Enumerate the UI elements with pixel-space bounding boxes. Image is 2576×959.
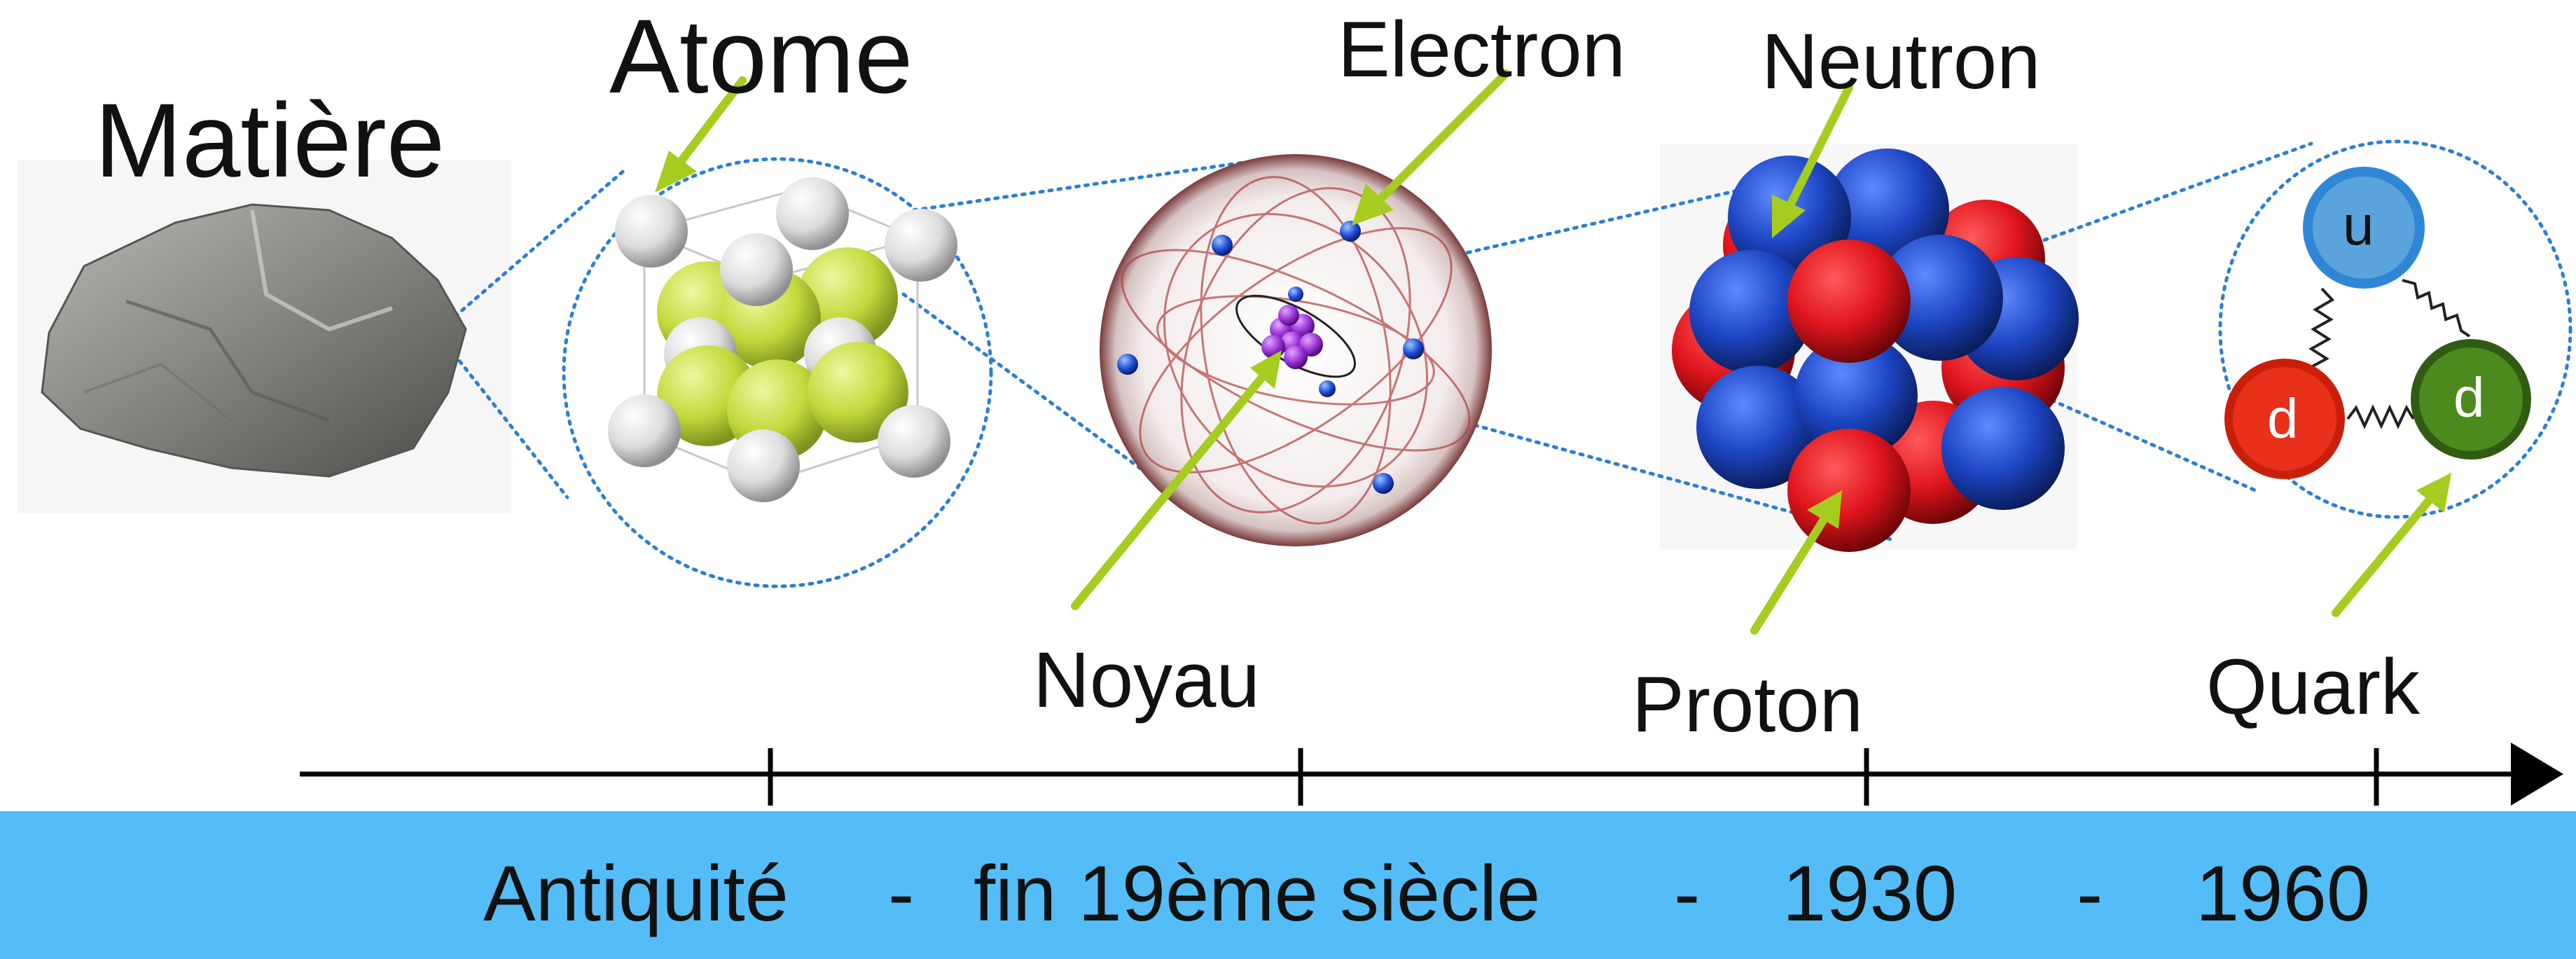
nucleus-icon: [1672, 149, 2079, 552]
label-quark: Quark: [2206, 643, 2420, 731]
label-neutron: Neutron: [1761, 18, 2041, 105]
quark-u-icon: [2303, 167, 2425, 289]
quark-u-label: u: [2343, 194, 2374, 256]
proton-arrow-icon: [1750, 490, 1842, 635]
noyau-arrow-icon: [1071, 350, 1282, 610]
electrons: [1117, 221, 1424, 494]
atome-arrow-icon: [655, 76, 747, 193]
atom-icon: [1100, 154, 1492, 546]
quark-triangle-icon: [2218, 139, 2572, 519]
label-electron: Electron: [1338, 6, 1626, 93]
period-fin-19eme-siecle: fin 19ème siècle: [974, 850, 1541, 937]
quark-d-green-icon: [2411, 339, 2531, 460]
quark-d-red-icon: [2224, 359, 2345, 479]
period-1960: 1960: [2196, 850, 2371, 937]
rock-icon: [41, 203, 467, 478]
label-atome: Atome: [609, 0, 913, 115]
period-separator-1: -: [888, 850, 915, 937]
period-1930: 1930: [1782, 850, 1958, 937]
timeline-axis: [300, 743, 2563, 806]
nucleus-core: [1261, 305, 1323, 369]
period-separator-3: -: [2077, 850, 2103, 937]
timeline-periods: Antiquité - fin 19ème siècle - 1930 - 19…: [0, 811, 2576, 959]
label-noyau: Noyau: [1033, 636, 1260, 724]
timeline-banner: [0, 811, 2576, 959]
label-proton: Proton: [1632, 661, 1863, 748]
crystal-lattice-icon: [562, 157, 993, 588]
quark-d-green-label: d: [2453, 366, 2485, 429]
label-matiere: Matière: [95, 81, 445, 199]
period-antiquite: Antiquité: [483, 850, 789, 937]
period-separator-2: -: [1674, 850, 1701, 937]
neutron-arrow-icon: [1772, 83, 1853, 238]
electron-arrow-icon: [1352, 69, 1510, 226]
pointer-arrows: [655, 69, 2451, 635]
quark-d-red-label: d: [2267, 387, 2299, 450]
quark-arrow-icon: [2332, 473, 2451, 617]
